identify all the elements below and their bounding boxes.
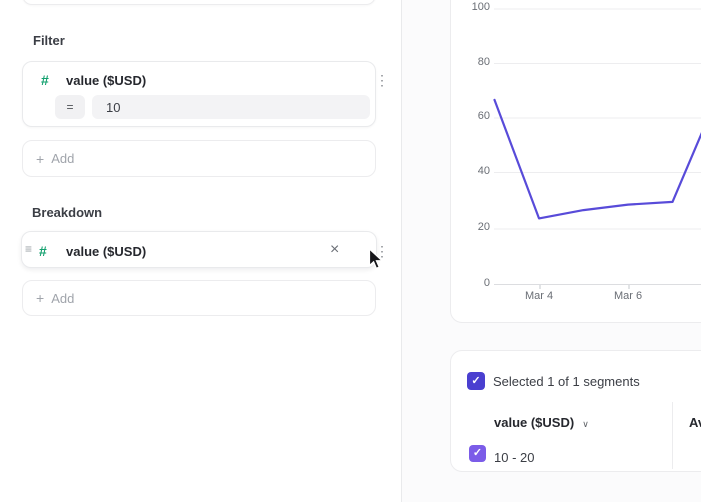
line-chart-card	[450, 0, 701, 323]
plus-icon: +	[36, 150, 45, 167]
filter-operator-button[interactable]: =	[55, 95, 85, 119]
segments-column-header-label: value ($USD)	[494, 415, 575, 430]
add-filter-button[interactable]: + Add	[22, 140, 376, 177]
column-divider	[672, 402, 673, 469]
breakdown-property-label[interactable]: value ($USD)	[66, 244, 147, 259]
number-hash-icon: #	[39, 243, 47, 259]
y-tick-label: 40	[477, 165, 490, 177]
y-tick-label: 60	[477, 110, 490, 122]
kebab-menu-icon[interactable]: ⋮	[375, 243, 389, 259]
segments-summary: Selected 1 of 1 segments	[493, 374, 640, 389]
add-filter-label: Add	[51, 151, 75, 166]
chevron-down-icon: ∨	[582, 419, 589, 429]
y-tick-label: 20	[477, 221, 490, 233]
checkmark-icon: ✓	[471, 375, 481, 387]
segment-row-checkbox[interactable]: ✓	[469, 445, 486, 462]
checkmark-icon: ✓	[472, 447, 483, 459]
segment-row-label: 10 - 20	[494, 450, 535, 465]
y-tick-label: 80	[477, 56, 490, 68]
segments-panel: ✓ Selected 1 of 1 segments value ($USD) ∨…	[450, 350, 701, 472]
y-tick-label: 100	[471, 1, 490, 13]
plus-icon: +	[36, 290, 45, 306]
kebab-menu-icon[interactable]: ⋮	[375, 72, 389, 88]
query-builder-panel: Filter # value ($USD) ⋮ = + Add Breakdow…	[21, 0, 402, 502]
filter-property-row[interactable]: # value ($USD) ⋮	[23, 71, 389, 91]
select-all-checkbox[interactable]: ✓	[467, 372, 485, 390]
drag-handle-icon[interactable]: ≡	[25, 242, 33, 256]
close-icon[interactable]: ×	[330, 241, 340, 258]
segments-column-header[interactable]: value ($USD) ∨	[494, 415, 589, 430]
breakdown-card[interactable]: ≡ # value ($USD) × ⋮	[21, 231, 389, 268]
results-area: 100 80 60 40 20 0 Mar 4 Mar 6 ✓ Selected…	[402, 0, 701, 502]
filter-section-title: Filter	[33, 33, 65, 48]
collapsed-card-edge	[22, 0, 376, 5]
series-line-10-20[interactable]	[493, 97, 701, 220]
x-axis-ticks	[539, 285, 630, 289]
add-breakdown-button[interactable]: + Add	[22, 280, 376, 316]
breakdown-section-title: Breakdown	[32, 205, 103, 220]
chart-gridlines	[494, 8, 701, 285]
x-tick-label: Mar 6	[613, 290, 643, 302]
average-column-header: Average	[689, 415, 701, 430]
add-breakdown-label: Add	[51, 290, 75, 306]
number-hash-icon: #	[41, 72, 49, 88]
filter-value-input[interactable]	[92, 95, 370, 119]
x-tick-label: Mar 4	[524, 290, 554, 302]
y-tick-label: 0	[483, 277, 490, 289]
line-chart-plot[interactable]	[451, 1, 701, 307]
filter-property-label[interactable]: value ($USD)	[66, 73, 147, 88]
filter-card: # value ($USD) ⋮ =	[22, 61, 389, 127]
